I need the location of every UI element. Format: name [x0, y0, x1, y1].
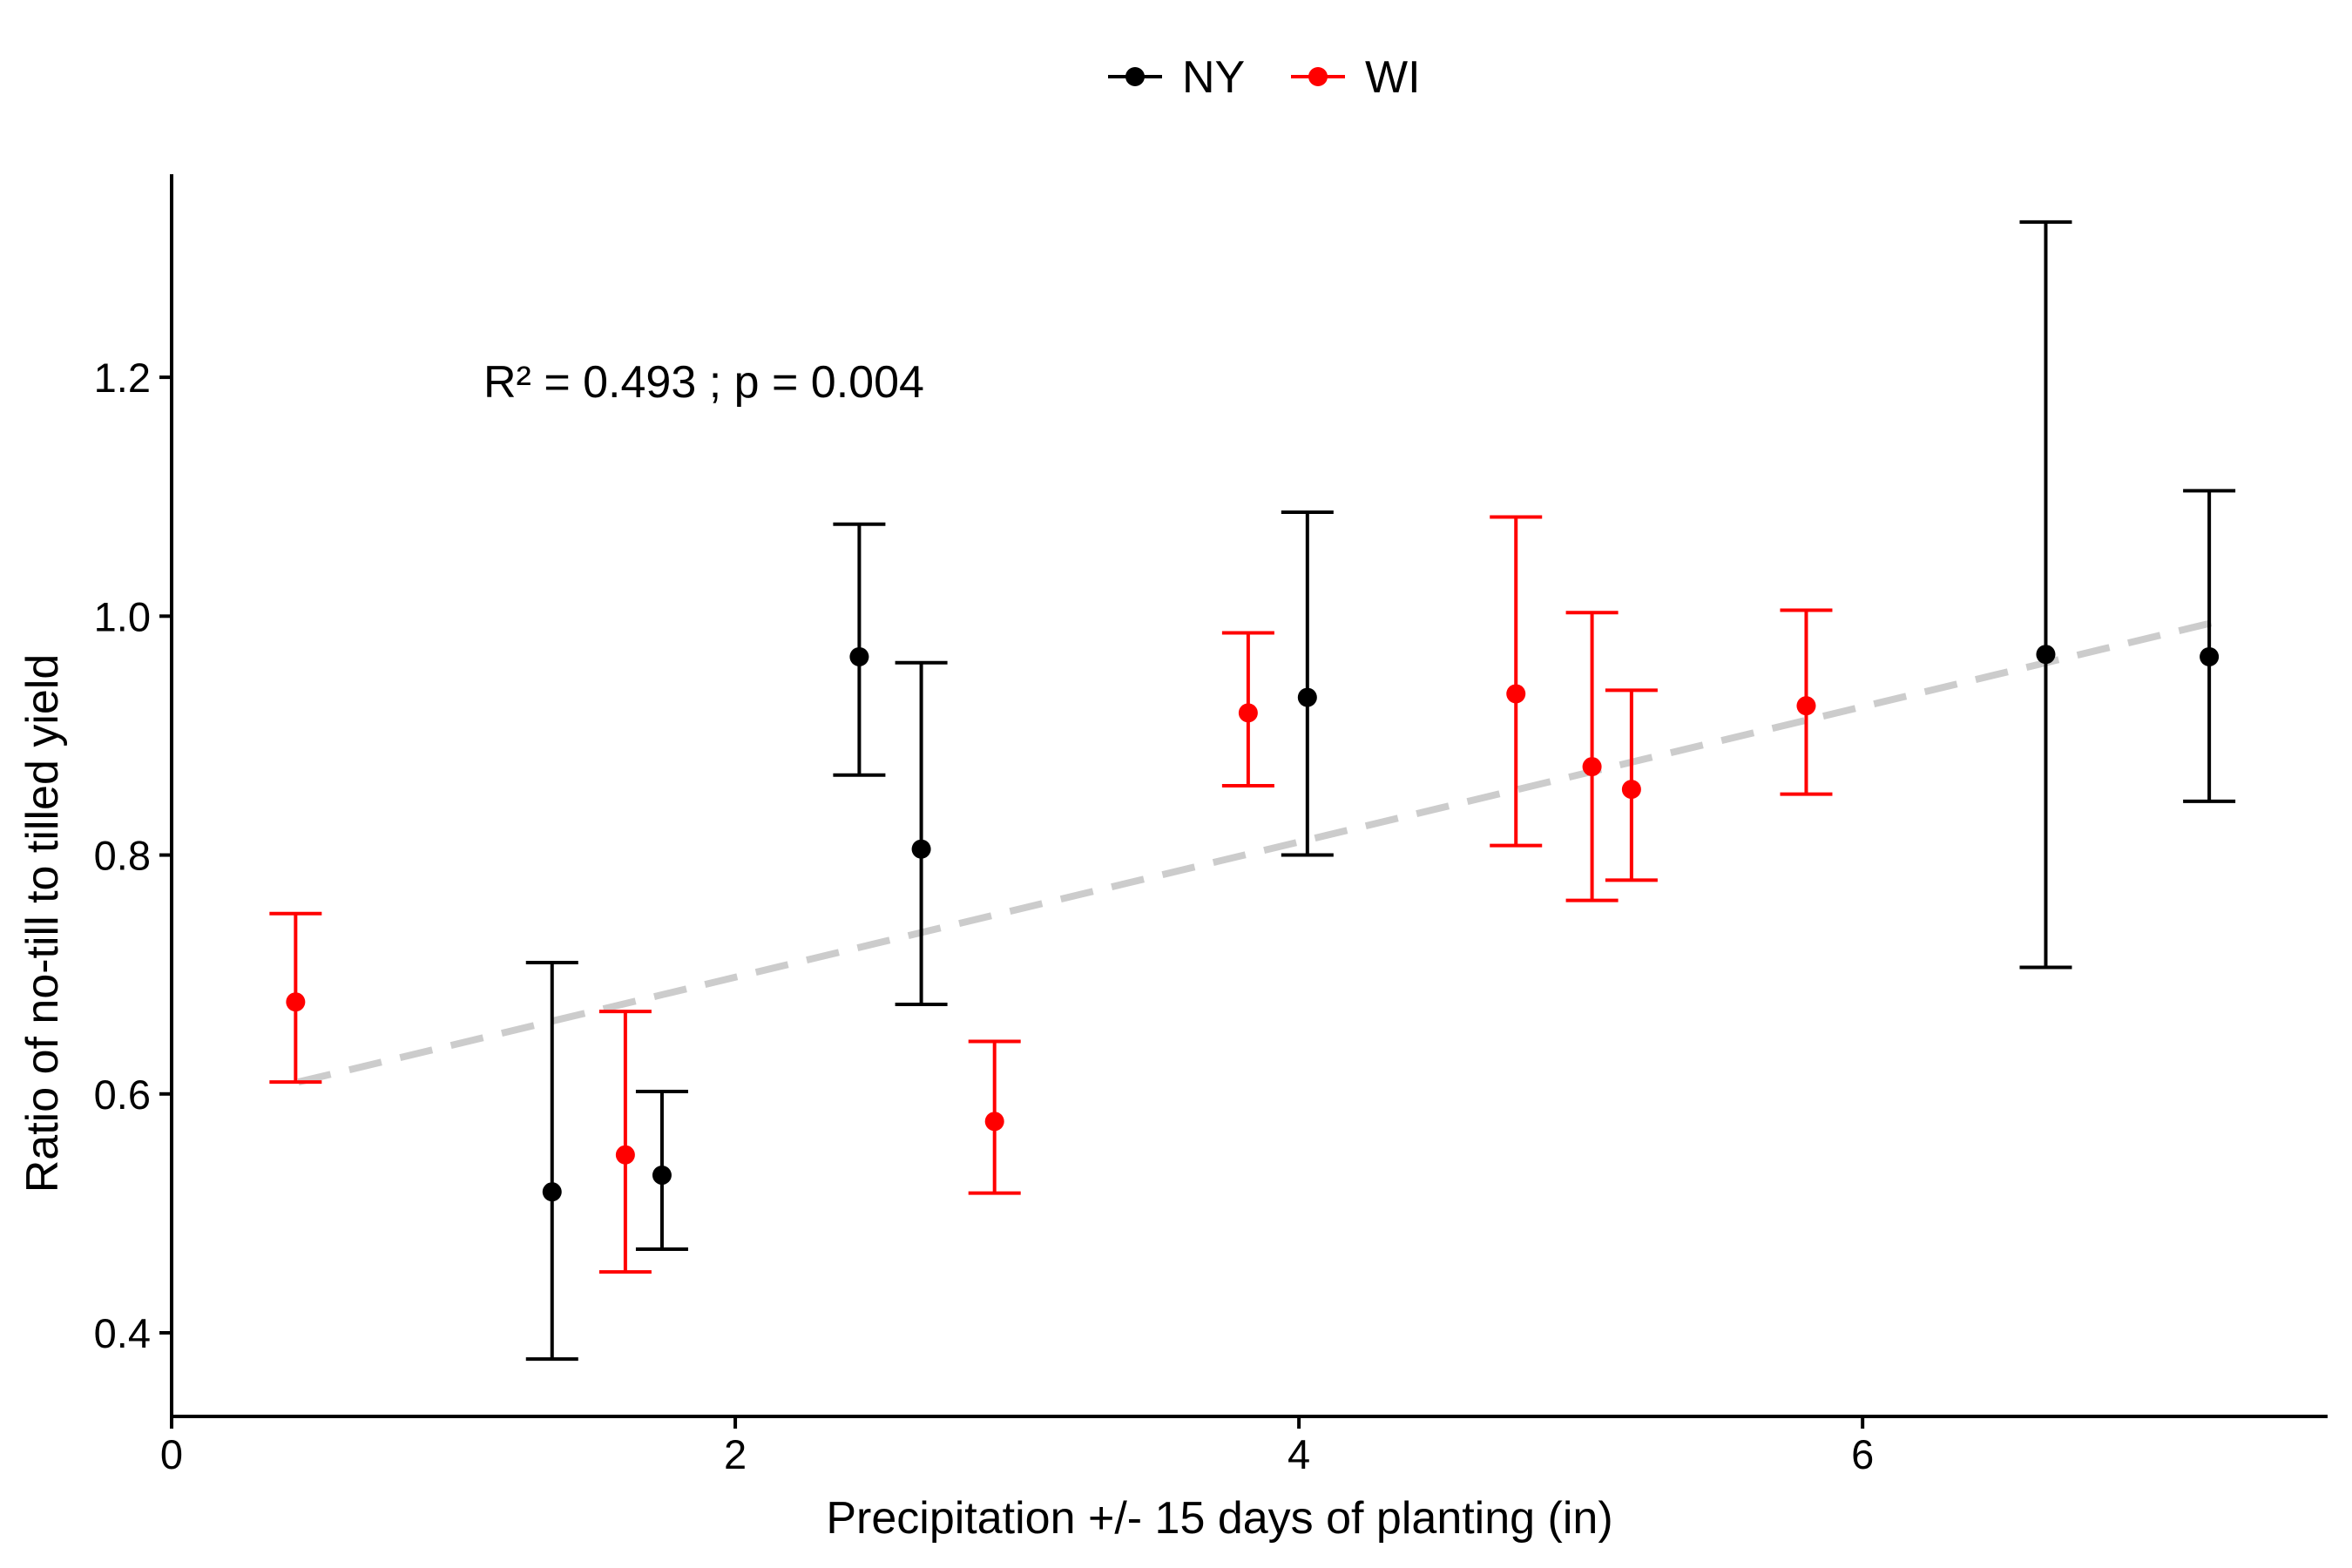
legend: NY WI [1108, 52, 1421, 103]
y-axis-title: Ratio of no-till to tilled yield [17, 654, 68, 1193]
y-tick-label: 1.0 [94, 593, 151, 639]
trendline [297, 618, 2216, 1085]
regression-annotation: R² = 0.493 ; p = 0.004 [483, 357, 924, 408]
annotation-layer: R² = 0.493 ; p = 0.004 [483, 357, 924, 408]
data-point-group [1490, 515, 1543, 848]
data-point [1297, 687, 1317, 707]
data-point-group [1221, 631, 1274, 788]
x-tick-label: 6 [1851, 1431, 1874, 1477]
legend-item-ny: NY [1108, 52, 1245, 103]
y-tick-label: 0.6 [94, 1071, 151, 1118]
data-point-group [269, 911, 322, 1085]
data-point-group [598, 1010, 652, 1274]
data-point [2036, 645, 2056, 665]
x-axis-title: Precipitation +/- 15 days of planting (i… [826, 1493, 1612, 1544]
y-tick-label: 1.2 [94, 355, 151, 401]
x-tick-label: 2 [724, 1431, 747, 1477]
data-point-group [895, 660, 948, 1006]
legend-label: NY [1182, 52, 1245, 103]
data-point [615, 1145, 635, 1165]
legend-label: WI [1365, 52, 1421, 103]
data-point-group [833, 522, 886, 777]
series-ny [525, 220, 2236, 1362]
data-point-group [1780, 608, 1833, 796]
legend-item-wi: WI [1291, 52, 1421, 103]
x-tick-label: 0 [160, 1431, 183, 1477]
data-point-group [635, 1090, 688, 1252]
series-wi [269, 515, 1833, 1274]
trendline-layer [297, 618, 2216, 1085]
data-point [652, 1166, 672, 1186]
data-point [849, 646, 869, 666]
data-point-group [1281, 510, 1334, 857]
data-point-group [2019, 220, 2072, 970]
data-point [1621, 780, 1641, 800]
legend-key-marker [1308, 67, 1328, 86]
data-point [1238, 703, 1258, 723]
data-point-group [2183, 489, 2236, 803]
y-tick-label: 0.8 [94, 833, 151, 879]
data-point [1582, 757, 1602, 777]
data-point [1506, 684, 1526, 704]
axes: 0 2 4 6 0.4 0.6 0.8 1.0 1.2 [94, 174, 2328, 1477]
data-point-group [968, 1039, 1021, 1195]
data-point [286, 992, 306, 1012]
x-tick-label: 4 [1288, 1431, 1310, 1477]
data-point-group [1605, 688, 1658, 882]
data-point [2200, 646, 2220, 666]
data-point [911, 839, 931, 859]
y-tick-label: 0.4 [94, 1310, 151, 1356]
data-point-group [525, 960, 578, 1362]
data-point-group [1565, 611, 1619, 902]
data-point [984, 1112, 1004, 1132]
data-point [542, 1182, 562, 1202]
legend-key-marker [1125, 67, 1145, 86]
data-layer [269, 220, 2236, 1362]
data-point [1796, 696, 1816, 716]
axis-titles: Precipitation +/- 15 days of planting (i… [17, 654, 1613, 1544]
